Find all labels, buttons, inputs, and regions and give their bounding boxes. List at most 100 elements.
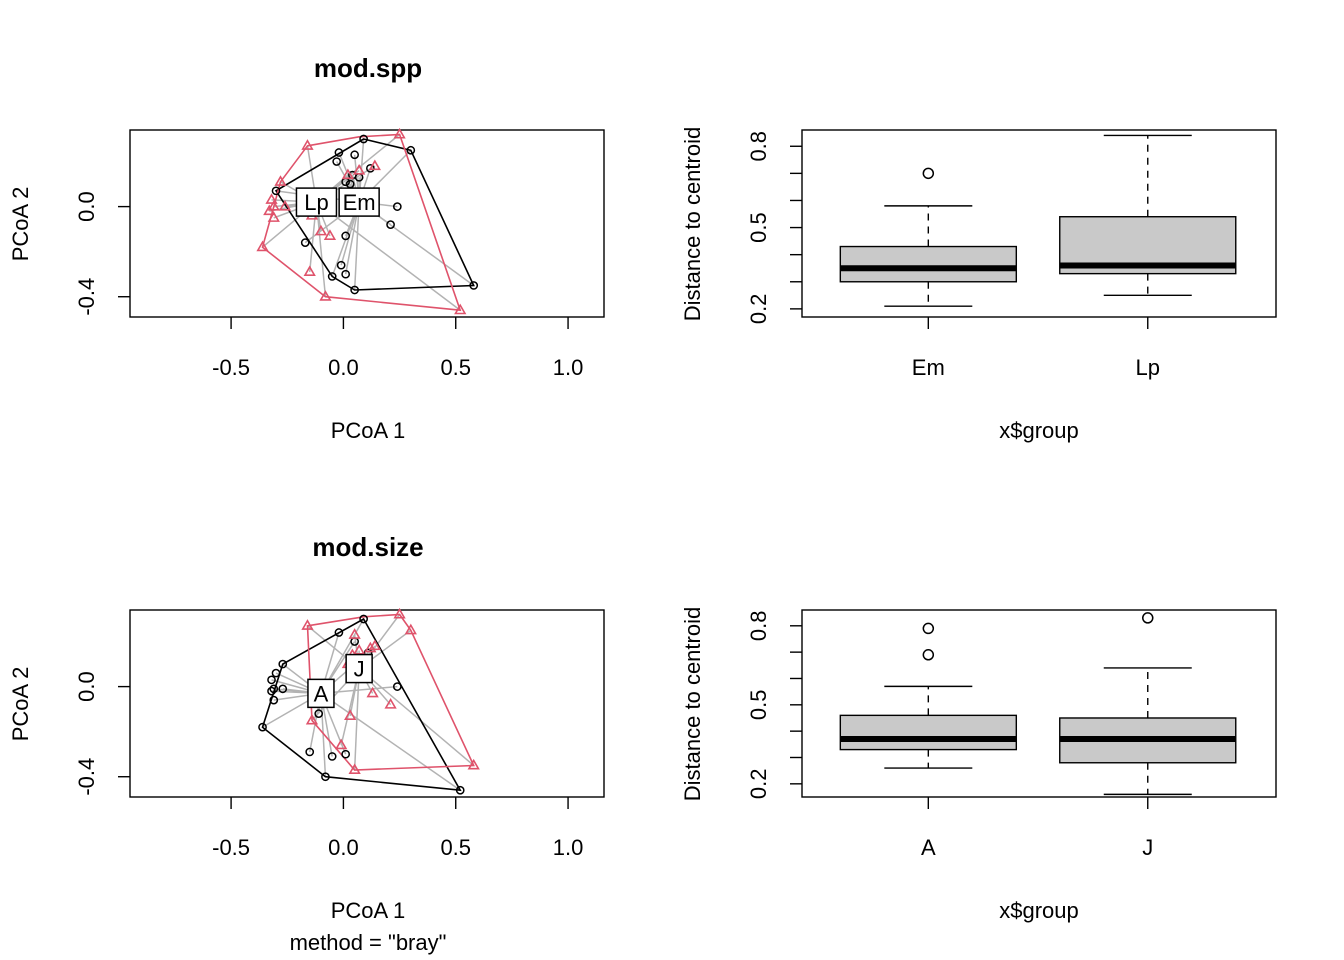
plot-area: -0.5 0.0 0.5 1.0 -0.4 0.0 AJ	[74, 607, 605, 860]
point-j	[404, 623, 417, 635]
point-lp	[341, 168, 355, 180]
point-em	[334, 148, 344, 157]
y-tick-label: 0.5	[746, 212, 771, 243]
point-a	[334, 628, 344, 637]
y-tick-label: -0.4	[74, 758, 99, 796]
outlier-a	[922, 622, 935, 635]
point-lp	[274, 175, 287, 186]
plot-area: 0.2 0.5 0.8 A J	[746, 609, 1277, 860]
point-em	[271, 186, 281, 196]
point-a	[455, 785, 465, 795]
point-lp	[263, 204, 276, 216]
point-em	[406, 145, 416, 155]
y-tick-label: 0.0	[74, 671, 99, 702]
centroid-label-a: A	[314, 681, 329, 706]
centroid-label-box-em	[338, 187, 380, 217]
point-em	[336, 260, 346, 270]
x-tick-label: 1.0	[553, 835, 584, 860]
point-em	[341, 269, 351, 279]
point-lp	[353, 163, 366, 175]
point-j	[301, 619, 314, 630]
point-em	[350, 150, 359, 160]
point-lp	[265, 193, 278, 204]
point-lp	[454, 303, 467, 315]
point-a	[271, 668, 281, 678]
point-a	[269, 695, 279, 705]
x-tick-label: -0.5	[212, 835, 250, 860]
x-tick-label: 0.5	[440, 355, 471, 380]
hull-em	[274, 138, 475, 291]
box-em	[839, 245, 1018, 283]
point-a	[392, 682, 402, 691]
point-lp	[319, 290, 332, 301]
outlier-j	[1142, 612, 1154, 624]
y-tick-label: 0.2	[746, 769, 771, 800]
point-lp	[267, 211, 280, 222]
plot-frame	[129, 129, 605, 318]
point-j	[344, 709, 357, 720]
point-a	[314, 709, 324, 718]
point-em	[366, 163, 375, 173]
x-tick-label: J	[1142, 835, 1153, 860]
centroid-segment	[353, 668, 360, 770]
point-j	[384, 698, 397, 709]
point-a	[267, 686, 276, 696]
x-tick-label: 1.0	[553, 355, 584, 380]
x-tick-label: Lp	[1136, 355, 1160, 380]
point-j	[348, 628, 361, 639]
point-em	[350, 285, 359, 295]
x-tick-label: Em	[912, 355, 945, 380]
x-axis-label: x$group	[999, 418, 1079, 443]
hull-a	[261, 617, 462, 792]
x-tick-label: 0.0	[328, 835, 359, 860]
point-j	[393, 607, 406, 619]
point-em	[327, 272, 337, 281]
plot-frame	[801, 609, 1277, 798]
y-axis-label: Distance to centroid	[680, 127, 705, 321]
point-j	[467, 758, 480, 770]
y-axis-label: PCoA 2	[8, 667, 33, 742]
point-a	[278, 659, 288, 669]
plot-frame	[801, 129, 1277, 318]
y-tick-label: 0.5	[746, 690, 771, 721]
centroid-label-lp: Lp	[304, 190, 328, 215]
y-axis-label: Distance to centroid	[680, 607, 705, 801]
point-lp	[267, 199, 280, 211]
plot-frame	[129, 609, 605, 798]
point-lp	[278, 199, 292, 211]
point-j	[305, 713, 319, 725]
x-axis-label: PCoA 1	[331, 898, 406, 923]
y-tick-label: -0.4	[74, 278, 99, 316]
point-j	[348, 763, 361, 775]
boxplot-distance-to-centroid-spp: x$group Distance to centroid 0.2 0.5 0.8 Em…	[680, 127, 1277, 443]
centroid-label-box-j	[345, 653, 373, 684]
point-em	[300, 238, 310, 248]
point-lp	[303, 265, 316, 276]
point-lp	[301, 139, 314, 150]
point-em	[392, 202, 402, 211]
point-lp	[323, 229, 337, 240]
centroid-label-box-a	[307, 678, 335, 709]
point-lp	[368, 159, 381, 171]
centroid-label-j: J	[354, 657, 365, 682]
centroid-label-box-lp	[295, 187, 338, 217]
y-tick-label: 0.2	[746, 294, 771, 325]
plot-area: -0.5 0.0 0.5 1.0 -0.4 0.0 Em Lp	[74, 127, 605, 380]
y-tick-label: 0.8	[746, 611, 771, 642]
y-tick-label: 0.8	[746, 131, 771, 162]
point-a	[269, 684, 279, 694]
point-lp	[256, 240, 269, 252]
hull-j	[306, 613, 475, 771]
point-em	[386, 220, 395, 229]
point-a	[327, 752, 337, 761]
point-a	[258, 722, 267, 732]
point-em	[359, 134, 368, 144]
outlier-a	[922, 649, 935, 661]
y-tick-label: 0.0	[74, 191, 99, 222]
plot-title: mod.spp	[314, 53, 422, 83]
point-a	[305, 747, 315, 757]
point-lp	[393, 127, 406, 139]
ordination-plot-mod-size: mod.size PCoA 1 method = "bray" PCoA 2 -…	[8, 532, 605, 955]
centroid-segment	[316, 201, 461, 311]
point-j	[353, 643, 366, 655]
